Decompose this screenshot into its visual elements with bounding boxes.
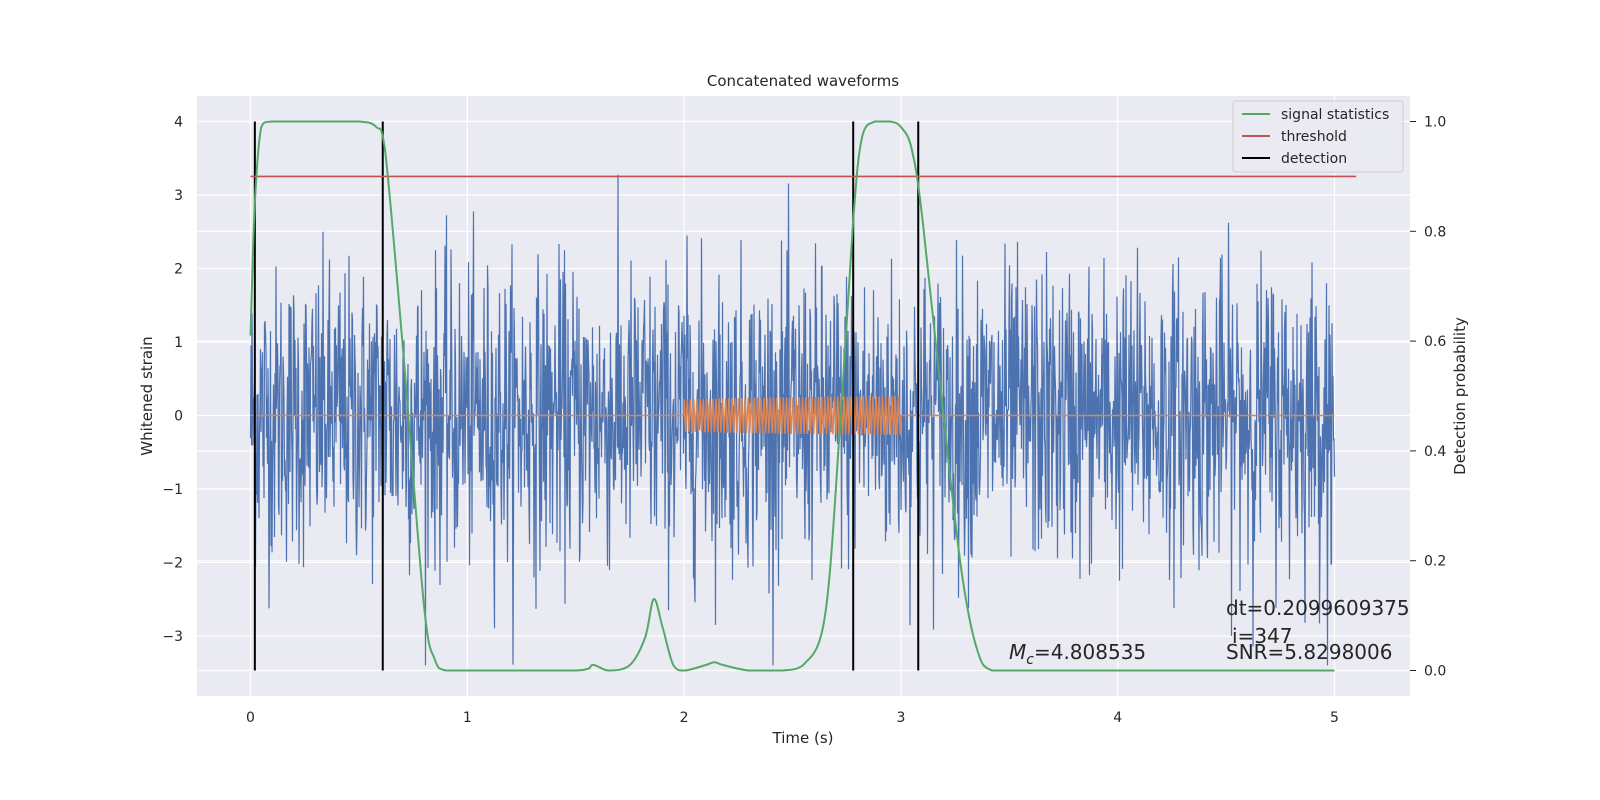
x-tick-label-3: 3 xyxy=(896,710,905,726)
y-right-tick-label-3: 0.6 xyxy=(1424,334,1446,350)
legend: signal statistics threshold detection xyxy=(1232,100,1404,173)
annotation-index: i=347 xyxy=(1232,624,1293,648)
y-right-axis-ticks: 0.0 0.2 0.4 0.6 0.8 1.0 xyxy=(1410,115,1446,680)
annotation-mc-value: =4.808535 xyxy=(1034,640,1146,664)
legend-label-threshold: threshold xyxy=(1281,129,1347,145)
x-axis-label: Time (s) xyxy=(772,729,834,747)
x-tick-label-0: 0 xyxy=(246,710,255,726)
y-left-tick-label-4: 1 xyxy=(174,335,183,351)
legend-label-detection: detection xyxy=(1281,151,1347,167)
y-right-tick-label-2: 0.4 xyxy=(1424,444,1446,460)
x-axis-ticks: 0 1 2 3 4 5 xyxy=(246,710,1339,726)
signal-statistics-series xyxy=(249,120,1335,672)
annotation-mc-symbol: M xyxy=(1009,640,1026,664)
y-right-tick-label-4: 0.8 xyxy=(1424,224,1446,240)
y-left-axis-label: Whitened strain xyxy=(138,336,156,455)
x-tick-label-2: 2 xyxy=(680,710,689,726)
annotation-mc-subscript: c xyxy=(1026,652,1034,668)
y-left-tick-label-7: 4 xyxy=(174,115,183,131)
strain-layer xyxy=(249,174,1336,666)
y-right-tick-label-0: 0.0 xyxy=(1424,664,1446,680)
x-tick-label-5: 5 xyxy=(1330,710,1339,726)
y-right-tick-label-5: 1.0 xyxy=(1424,115,1446,131)
y-left-tick-label-0: −3 xyxy=(162,629,183,645)
chart-title: Concatenated waveforms xyxy=(707,72,899,90)
y-left-axis-ticks: −3 −2 −1 0 1 2 3 4 xyxy=(162,115,183,646)
y-left-tick-label-6: 3 xyxy=(174,188,183,204)
x-tick-label-4: 4 xyxy=(1113,710,1122,726)
y-left-tick-label-5: 2 xyxy=(174,262,183,278)
y-left-tick-label-3: 0 xyxy=(174,409,183,425)
strain-series xyxy=(249,174,1336,666)
x-tick-label-1: 1 xyxy=(463,710,472,726)
template-series xyxy=(250,396,1335,435)
annotation-mc: Mc=4.808535 xyxy=(1009,640,1146,668)
y-left-tick-label-1: −2 xyxy=(162,556,183,572)
legend-label-signal-statistics: signal statistics xyxy=(1281,107,1389,123)
annotation-snr: SNR=5.8298006 xyxy=(1226,640,1392,664)
y-right-tick-label-1: 0.2 xyxy=(1424,554,1446,570)
y-right-axis-label: Detection probability xyxy=(1451,317,1469,475)
legend-box xyxy=(1232,100,1404,173)
annotation-dt: dt=0.2099609375 xyxy=(1226,596,1410,620)
y-left-tick-label-2: −1 xyxy=(162,482,183,498)
